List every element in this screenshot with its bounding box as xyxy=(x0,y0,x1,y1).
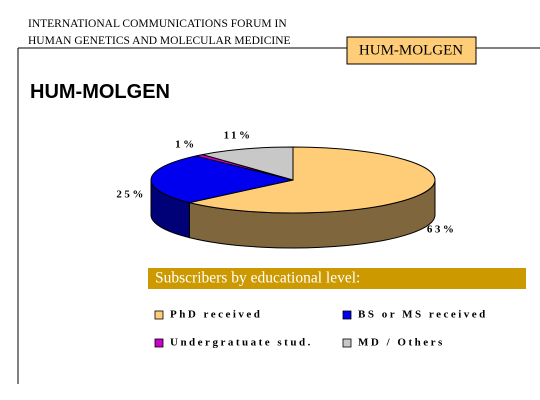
legend-swatch xyxy=(154,338,164,348)
pie-slice xyxy=(202,146,294,181)
legend-title: Subscribers by educational level: xyxy=(155,270,360,287)
data-label: 63% xyxy=(427,224,457,236)
legend-label: Undergratuate stud. xyxy=(170,337,313,349)
header-line: HUMAN GENETICS AND MOLECULAR MEDICINE xyxy=(28,35,291,47)
chart-title: HUM-MOLGEN xyxy=(30,81,170,103)
badge-text: HUM-MOLGEN xyxy=(359,42,463,58)
data-label: 25% xyxy=(116,188,146,200)
badge xyxy=(346,36,477,65)
pie-slice xyxy=(189,146,436,214)
legend-swatch xyxy=(342,310,352,320)
data-label: 1% xyxy=(175,138,197,150)
data-label: 11% xyxy=(224,129,253,141)
legend-swatch xyxy=(154,310,164,320)
legend-swatch xyxy=(342,338,352,348)
header-line: INTERNATIONAL COMMUNICATIONS FORUM IN xyxy=(28,18,287,30)
legend-label: BS or MS received xyxy=(358,309,488,321)
pie-slice xyxy=(150,155,294,204)
legend-label: PhD received xyxy=(170,309,262,321)
legend-label: MD / Others xyxy=(358,337,445,349)
legend-title-bar xyxy=(148,268,526,289)
